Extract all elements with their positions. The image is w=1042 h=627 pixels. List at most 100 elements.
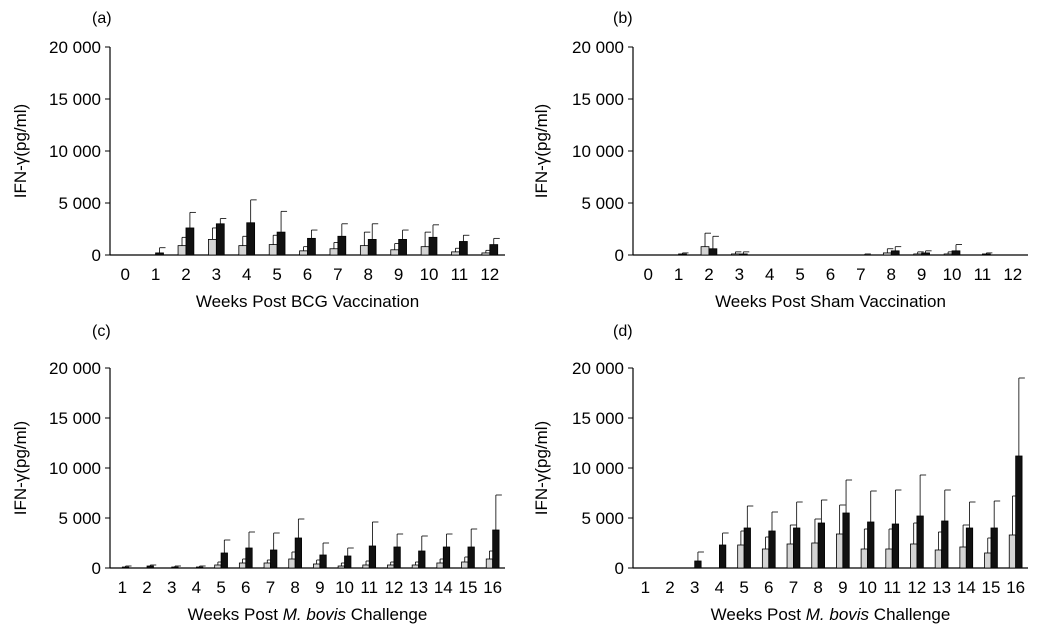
x-tick-label: 4 — [715, 578, 724, 597]
bar-grey-10 — [337, 565, 345, 569]
x-tick-label: 7 — [856, 265, 865, 284]
bar-grey-2 — [700, 246, 710, 256]
y-tick-label: 10 000 — [49, 459, 101, 478]
chart-panel-b: (b) IFN-γ(pg/ml) 0 5 000 10 000 15 000 20 000 0… — [521, 0, 1042, 313]
x-tick-label: 9 — [917, 265, 926, 284]
x-tick-label: 10 — [420, 265, 439, 284]
chart-a-svg: (a) IFN-γ(pg/ml) 0 5 000 10 000 15 000 20 000 0… — [11, 10, 505, 311]
chart-panel-a: (a) IFN-γ(pg/ml) 0 5 000 10 000 15 000 20 000 0… — [0, 0, 521, 313]
bar-black-2 — [708, 248, 718, 256]
x-tick-label: 5 — [739, 578, 748, 597]
y-tick-label: 20 000 — [49, 38, 101, 57]
y-tick-label: 15 000 — [49, 409, 101, 428]
bar-black-11 — [459, 241, 468, 256]
panel-label-a: (a) — [92, 10, 112, 27]
y-tick-label: 20 000 — [572, 38, 624, 57]
x-tick-label: 11 — [360, 578, 378, 597]
bar-black-12 — [916, 515, 924, 569]
bar-grey-9 — [836, 533, 844, 569]
bar-grey-11 — [362, 564, 370, 569]
x-tick-label: 9 — [394, 265, 403, 284]
bar-black-8 — [294, 537, 302, 569]
panel-label-d: (d) — [613, 323, 633, 340]
bar-black-16 — [1015, 455, 1023, 569]
bar-grey-9 — [913, 253, 923, 256]
x-tick-label: 12 — [907, 578, 926, 597]
bar-black-6 — [245, 547, 253, 569]
x-tick-label: 1 — [118, 578, 127, 597]
bar-grey-10 — [943, 253, 953, 256]
x-tick-label: 11 — [883, 578, 901, 597]
x-tick-label: 12 — [384, 578, 403, 597]
x-tick-label: 4 — [192, 578, 201, 597]
y-tick-label: 10 000 — [572, 459, 624, 478]
x-tick-label: 6 — [764, 578, 773, 597]
bar-grey-6 — [238, 562, 247, 569]
bar-black-2 — [185, 227, 195, 256]
x-tick-label: 4 — [765, 265, 774, 284]
x-tick-label: 3 — [690, 578, 699, 597]
bar-grey-14 — [959, 546, 967, 569]
x-tick-label: 6 — [241, 578, 250, 597]
bar-grey-16 — [1008, 534, 1017, 569]
chart-panel-c: (c) IFN-γ(pg/ml) 0 5 000 10 000 15 000 20 000 1… — [0, 313, 521, 626]
panel-label-b: (b) — [613, 10, 633, 27]
x-tick-label: 7 — [266, 578, 275, 597]
bar-black-5 — [276, 231, 286, 256]
x-axis-label: Weeks Post M. bovis Challenge — [711, 605, 951, 624]
y-axis-label: IFN-γ(pg/ml) — [11, 104, 30, 198]
bar-black-1 — [678, 253, 687, 256]
x-tick-label: 12 — [480, 265, 499, 284]
bar-black-12 — [393, 546, 401, 569]
bar-black-12 — [489, 244, 499, 256]
y-tick-label: 10 000 — [572, 142, 624, 161]
x-tick-label: 2 — [665, 578, 674, 597]
bar-black-1 — [121, 566, 130, 569]
x-tick-label: 3 — [735, 265, 744, 284]
bar-black-8 — [367, 238, 377, 256]
bar-grey-7 — [329, 248, 339, 256]
y-axis-label: IFN-γ(pg/ml) — [532, 104, 551, 198]
x-tick-label: 16 — [1006, 578, 1025, 597]
y-tick-label: 0 — [92, 559, 101, 578]
bar-black-6 — [307, 237, 316, 256]
y-tick-label: 20 000 — [572, 359, 624, 378]
x-tick-label: 10 — [858, 578, 877, 597]
bar-black-8 — [890, 250, 900, 256]
bar-grey-13 — [934, 549, 942, 569]
x-tick-label: 13 — [932, 578, 951, 597]
bar-grey-12 — [481, 252, 491, 256]
bar-grey-7 — [786, 543, 794, 569]
x-tick-label: 14 — [957, 578, 976, 597]
bar-black-8 — [817, 522, 825, 569]
bar-black-10 — [867, 521, 875, 569]
bar-grey-8 — [811, 542, 819, 569]
chart-b-svg: (b) IFN-γ(pg/ml) 0 5 000 10 000 15 000 20 000 0… — [532, 10, 1028, 311]
bar-grey-12 — [387, 564, 395, 569]
x-tick-label: 12 — [1003, 265, 1022, 284]
y-tick-label: 5 000 — [581, 194, 624, 213]
panel-label-c: (c) — [92, 323, 111, 340]
x-tick-label: 8 — [290, 578, 299, 597]
x-tick-label: 15 — [459, 578, 478, 597]
bar-black-11 — [982, 253, 991, 256]
chart-c-svg: (c) IFN-γ(pg/ml) 0 5 000 10 000 15 000 20 000 1… — [11, 323, 505, 624]
bar-black-9 — [319, 554, 327, 569]
x-tick-label: 8 — [364, 265, 373, 284]
bar-grey-15 — [984, 552, 992, 569]
bar-grey-8 — [288, 558, 296, 569]
bar-black-11 — [891, 523, 900, 569]
bar-black-2 — [146, 565, 154, 569]
bar-grey-12 — [910, 543, 918, 569]
bar-grey-6 — [761, 548, 770, 569]
bar-grey-4 — [238, 245, 248, 256]
y-tick-label: 15 000 — [572, 409, 624, 428]
y-tick-label: 0 — [615, 559, 624, 578]
y-axis-label: IFN-γ(pg/ml) — [532, 421, 551, 515]
bar-black-4 — [196, 566, 204, 569]
bar-black-10 — [428, 236, 438, 256]
x-tick-label: 0 — [120, 265, 129, 284]
x-tick-label: 1 — [151, 265, 160, 284]
x-tick-label: 1 — [641, 578, 650, 597]
bar-black-15 — [990, 527, 998, 569]
